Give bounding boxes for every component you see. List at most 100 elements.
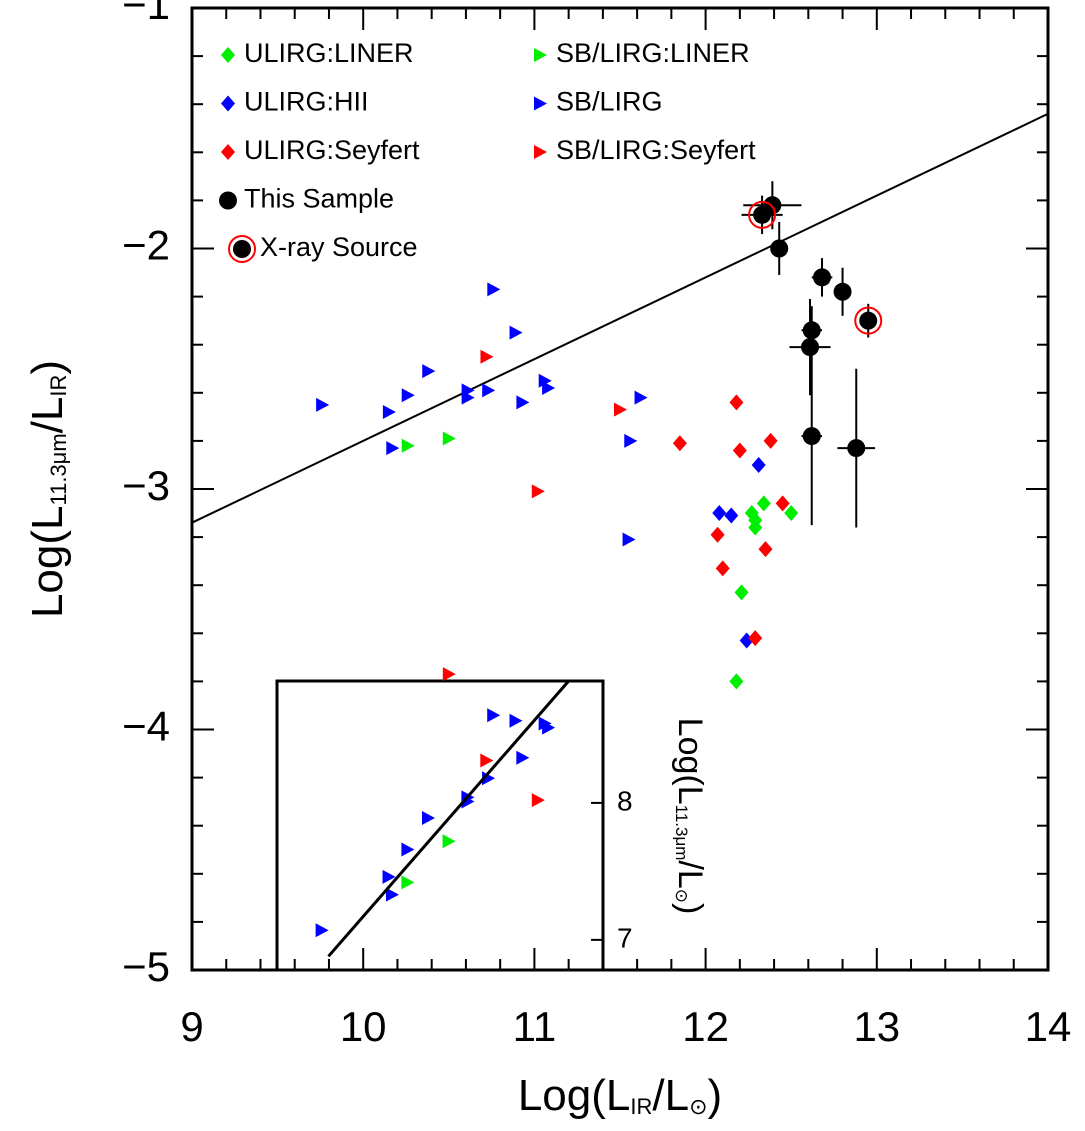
triangle-point (509, 325, 523, 340)
diamond-point (672, 435, 687, 452)
triangle-point (442, 834, 456, 849)
inset-label-part: ) (671, 903, 709, 914)
sample-point (813, 268, 832, 287)
x-label-sub: ⊙ (689, 1094, 707, 1119)
inset-frame (275, 679, 605, 970)
triangle-point (531, 484, 545, 499)
x-label-part: ) (708, 1071, 723, 1120)
triangle-point (538, 373, 552, 388)
legend-marker (534, 96, 547, 111)
y-label-sub: IR (46, 375, 71, 397)
sample-point (847, 439, 866, 458)
legend-marker (221, 144, 235, 160)
diamond-point (775, 495, 790, 512)
diamond-point (732, 442, 747, 459)
sample-point (802, 321, 821, 340)
triangle-point (421, 810, 435, 825)
diamond-point (729, 673, 744, 690)
plot-area (192, 112, 1048, 524)
diamond-point (729, 394, 744, 411)
y-label-sub: 11.3μm (46, 433, 71, 505)
inset-label-sub: 11.3μm (672, 805, 691, 861)
legend-marker (221, 95, 235, 112)
inset-fit-line (327, 680, 570, 958)
legend-marker (534, 48, 547, 62)
x-tick-label: 11 (513, 1003, 557, 1050)
x-tick-label: 10 (340, 1003, 387, 1050)
inset-y-tick-label: 7 (617, 922, 633, 953)
inset-y-label: Log(L11.3μm/L⊙) (671, 718, 709, 915)
legend-label: This Sample (244, 184, 394, 214)
legend-label: X-ray Source (260, 232, 418, 262)
fit-line (192, 112, 1048, 524)
legend-marker (221, 47, 235, 63)
triangle-point (509, 713, 523, 728)
x-tick-label: 13 (853, 1003, 900, 1050)
diamond-point (715, 560, 730, 577)
y-axis-label: Log(L11.3μm/LIR) (23, 360, 72, 618)
triangle-point (382, 869, 396, 884)
triangle-point (401, 438, 415, 453)
diamond-point (756, 495, 771, 512)
triangle-point (401, 388, 415, 403)
x-label-part: /L (652, 1071, 689, 1120)
triangle-point (487, 282, 501, 297)
y-tick-label: −3 (122, 462, 170, 509)
diamond-point (748, 630, 763, 647)
legend-label: ULIRG:LINER (244, 38, 414, 68)
sample-point (801, 338, 820, 357)
x-tick-label: 12 (682, 1003, 729, 1050)
inset-label-sub: ⊙ (672, 889, 691, 903)
triangle-point (542, 380, 556, 395)
xray-ring (854, 306, 883, 335)
triangle-point (442, 667, 456, 682)
legend-label: ULIRG:HII (244, 87, 369, 117)
triangle-point (385, 887, 399, 902)
sample-point (833, 282, 852, 301)
triangle-point (542, 720, 556, 735)
inset-label-part: Log(L (671, 718, 709, 805)
sample-point (859, 311, 878, 330)
inset-label-part: /L (671, 860, 709, 888)
legend-marker (219, 191, 237, 210)
y-label-part: /L (23, 397, 72, 434)
inset-y-tick-label: 8 (617, 785, 633, 816)
triangle-point (480, 349, 494, 364)
triangle-point (315, 923, 329, 938)
triangle-point (461, 390, 475, 405)
triangle-point (442, 431, 456, 446)
legend-label: SB/LIRG (556, 87, 663, 117)
triangle-point (480, 753, 494, 768)
diamond-point (710, 526, 725, 543)
triangle-point (531, 793, 545, 808)
diamond-point (784, 505, 799, 522)
diamond-point (712, 505, 727, 522)
sample-point (753, 205, 772, 224)
sample-point (770, 239, 789, 258)
triangle-point (401, 842, 415, 857)
triangle-point (516, 395, 530, 410)
y-tick-label: −1 (122, 0, 170, 28)
y-tick-label: −2 (122, 222, 170, 269)
x-label-part: Log(L (518, 1071, 631, 1120)
sample-point (802, 427, 821, 446)
x-axis-label: Log(LIR/L⊙) (518, 1071, 722, 1120)
triangle-point (614, 402, 627, 417)
legend-label: SB/LIRG:Seyfert (556, 135, 756, 165)
xray-ring (748, 200, 777, 229)
legend-label: ULIRG:Seyfert (244, 135, 420, 165)
triangle-point (482, 383, 496, 398)
triangle-point (624, 433, 638, 448)
triangle-point (487, 708, 501, 723)
y-tick-label: −5 (122, 943, 170, 990)
y-label-part: Log(L (23, 506, 72, 619)
triangle-point (422, 364, 436, 379)
triangle-point (386, 441, 400, 456)
x-label-sub: IR (630, 1094, 652, 1119)
diamond-point (724, 507, 739, 524)
triangle-point (401, 875, 415, 890)
legend-marker (534, 145, 547, 159)
legend-label: SB/LIRG:LINER (556, 38, 750, 68)
